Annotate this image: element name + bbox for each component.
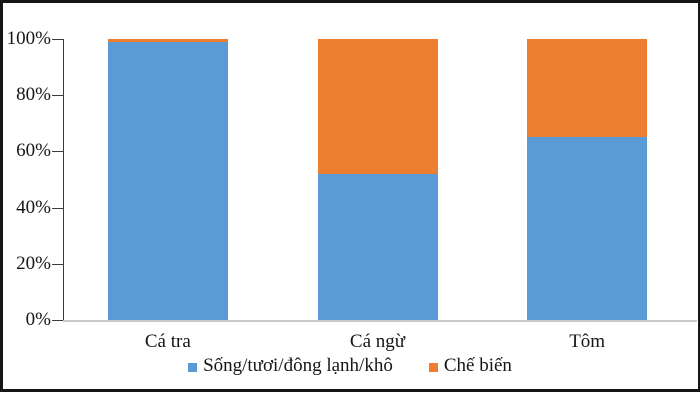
y-tick-label: 80%	[16, 84, 51, 106]
y-tick-mark	[52, 263, 63, 265]
legend-label-processed: Chế biến	[443, 355, 512, 376]
y-tick-mark	[52, 320, 63, 321]
y-tick-mark	[52, 39, 63, 40]
y-tick-label: 0%	[25, 309, 51, 330]
legend-label-fresh: Sống/tươi/đông lạnh/khô	[203, 355, 393, 376]
x-axis-labels: Cá tra Cá ngừ Tôm	[63, 331, 692, 355]
x-category-label: Cá tra	[144, 331, 191, 352]
legend: Sống/tươi/đông lạnh/khô Chế biến	[3, 355, 697, 377]
x-category-label: Tôm	[569, 331, 606, 352]
bar-3	[527, 39, 648, 320]
bar-segment	[317, 39, 438, 174]
plot-area	[63, 39, 692, 320]
bar-segment	[317, 173, 438, 320]
bar-segment	[107, 39, 228, 42]
bar-segment	[107, 41, 228, 320]
legend-swatch-blue-icon	[188, 362, 198, 372]
chart-frame: Cá tra Cá ngừ Tôm Sống/tươi/đông lạnh/khô …	[0, 0, 700, 392]
y-tick-label: 20%	[16, 252, 51, 274]
bar-1	[107, 39, 228, 320]
y-tick-label: 60%	[16, 140, 51, 162]
y-tick-mark	[52, 95, 63, 97]
bar-2	[317, 39, 438, 320]
y-tick-label: 40%	[16, 196, 51, 218]
y-tick-mark	[52, 207, 63, 209]
bar-segment	[527, 137, 648, 320]
legend-item-processed: Chế biến	[428, 355, 512, 377]
legend-swatch-orange-icon	[428, 362, 438, 372]
y-tick-label: 100%	[6, 28, 51, 49]
y-tick-mark	[52, 151, 63, 153]
bar-segment	[527, 39, 648, 138]
legend-item-fresh: Sống/tươi/đông lạnh/khô	[188, 355, 393, 377]
x-category-label: Cá ngừ	[349, 331, 406, 352]
x-axis-line	[63, 320, 697, 322]
y-axis-line	[63, 39, 64, 321]
